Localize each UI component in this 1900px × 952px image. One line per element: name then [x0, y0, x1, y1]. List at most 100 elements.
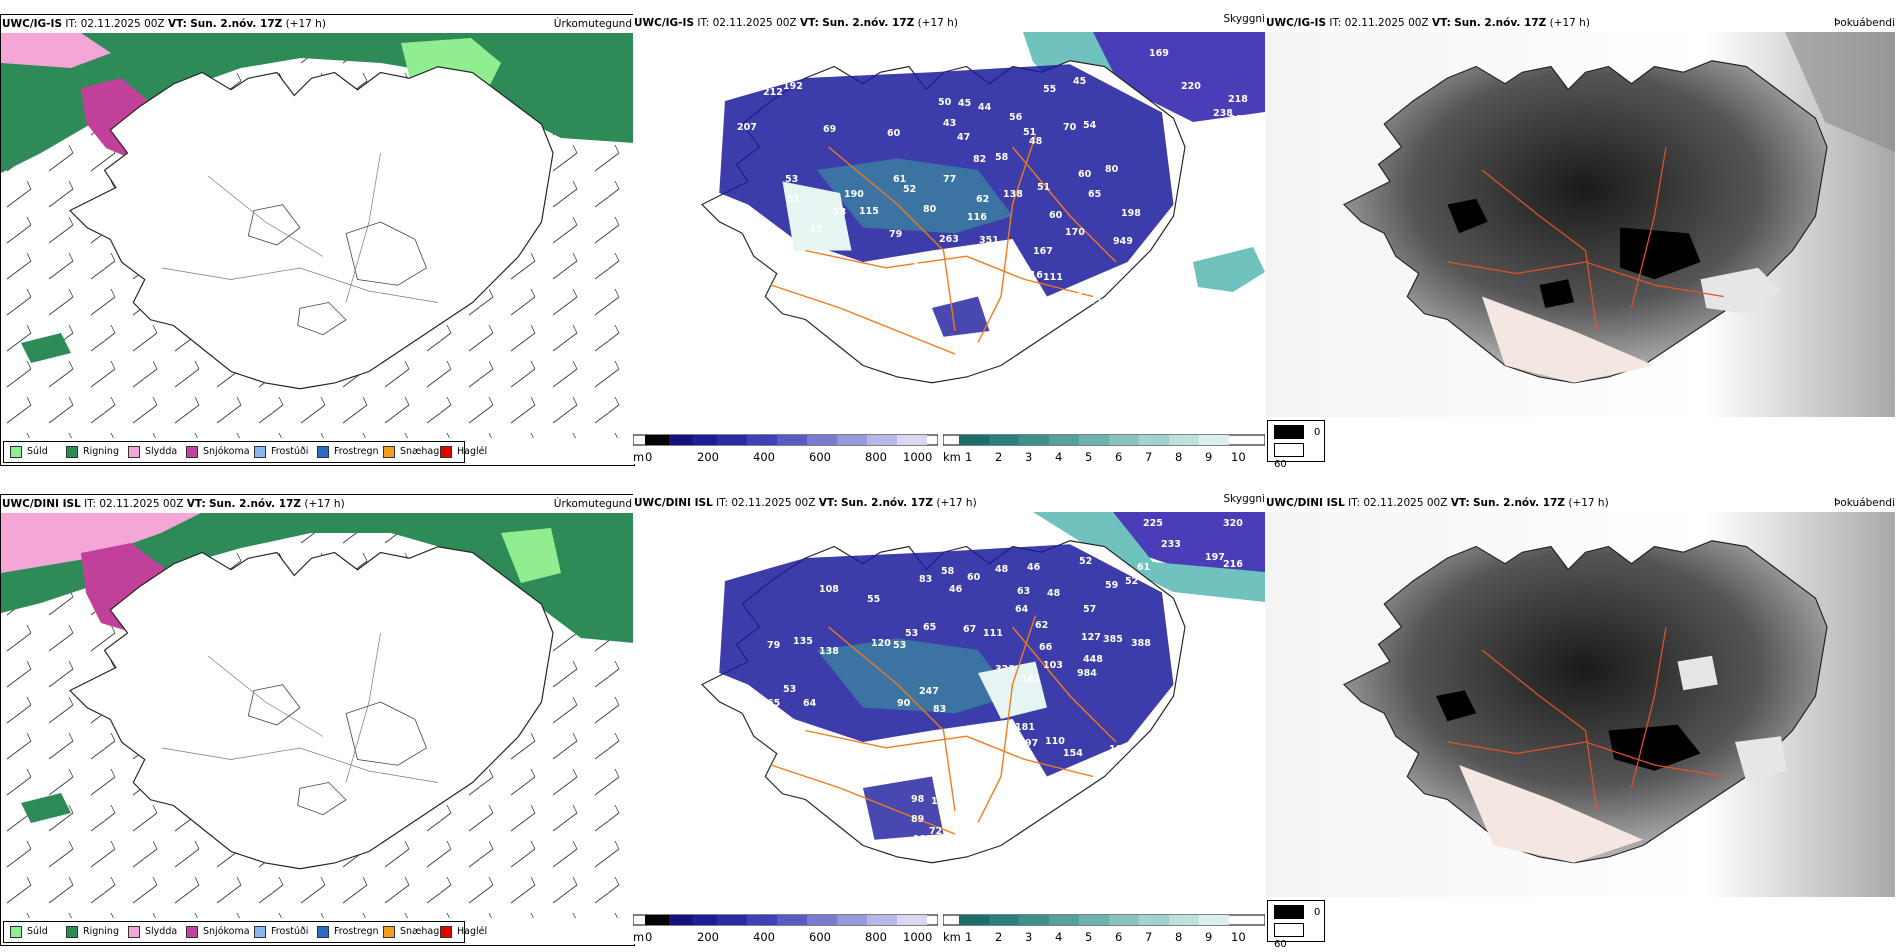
- panel-name: Skyggni: [1223, 493, 1266, 505]
- svg-text:61: 61: [1137, 562, 1150, 573]
- svg-text:111: 111: [1043, 272, 1063, 283]
- svg-text:63: 63: [759, 242, 772, 253]
- svg-text:98: 98: [911, 794, 925, 805]
- svg-text:64: 64: [803, 698, 817, 709]
- panel-title: UWC/IG-IS IT: 02.11.2025 00Z VT: Sun. 2.…: [2, 18, 326, 30]
- svg-text:70: 70: [1063, 122, 1077, 133]
- svg-text:89: 89: [911, 814, 924, 825]
- visibility-map: 169 220 218 238 283 212 207 192 69 50 45 44 55…: [633, 32, 1265, 432]
- svg-text:54: 54: [1083, 120, 1097, 131]
- svg-text:51: 51: [787, 194, 800, 205]
- elevation-scale: m 0 200 400 600 800 1000: [633, 914, 938, 944]
- svg-text:65: 65: [1088, 189, 1101, 200]
- svg-text:207: 207: [737, 122, 757, 133]
- legend-swatch: [66, 445, 78, 458]
- svg-text:63: 63: [1017, 586, 1030, 597]
- panel-title: UWC/DINI ISL IT: 02.11.2025 00Z VT: Sun.…: [1266, 497, 1609, 509]
- svg-text:198: 198: [1121, 208, 1141, 219]
- svg-text:50: 50: [938, 97, 952, 108]
- svg-text:53: 53: [893, 640, 906, 651]
- legend-swatch: [10, 925, 22, 938]
- svg-text:283: 283: [1229, 114, 1249, 125]
- svg-text:45: 45: [703, 244, 716, 255]
- svg-text:238: 238: [1213, 108, 1233, 119]
- svg-text:52: 52: [1125, 576, 1138, 587]
- visibility-scale: km 1 2 3 4 5 6 7 8 9 10: [943, 914, 1265, 944]
- svg-text:47: 47: [729, 242, 742, 253]
- svg-text:52: 52: [1079, 556, 1092, 567]
- svg-text:53: 53: [785, 174, 798, 185]
- svg-text:97: 97: [1025, 738, 1038, 749]
- svg-text:62: 62: [976, 194, 989, 205]
- svg-text:49: 49: [671, 704, 684, 715]
- svg-text:448: 448: [1083, 654, 1103, 665]
- svg-text:58: 58: [941, 566, 955, 577]
- panel-title: UWC/IG-IS IT: 02.11.2025 00Z VT: Sun. 2.…: [1266, 17, 1590, 29]
- svg-text:45: 45: [1073, 76, 1086, 87]
- svg-text:385: 385: [1103, 634, 1123, 645]
- svg-text:103: 103: [1043, 660, 1063, 671]
- legend-swatch: [128, 925, 140, 938]
- svg-text:67: 67: [963, 624, 976, 635]
- panel-name: Þokuábendi: [1834, 497, 1895, 509]
- svg-text:48: 48: [1047, 588, 1061, 599]
- svg-text:949: 949: [1113, 236, 1133, 247]
- elevation-colorbar: [633, 434, 938, 446]
- fog-map: [1265, 512, 1895, 897]
- svg-text:181: 181: [1015, 722, 1035, 733]
- svg-text:111: 111: [983, 628, 1003, 639]
- svg-text:48: 48: [1029, 136, 1043, 147]
- svg-text:55: 55: [867, 594, 880, 605]
- elevation-colorbar: [633, 914, 938, 926]
- svg-text:97: 97: [1077, 286, 1090, 297]
- svg-text:225: 225: [845, 752, 865, 763]
- svg-text:83: 83: [933, 704, 946, 715]
- precip-legend: Súld Rigning Slydda Snjókoma Frostúði Fr…: [3, 921, 487, 943]
- svg-text:64: 64: [1015, 604, 1029, 615]
- svg-text:59: 59: [1105, 580, 1118, 591]
- svg-text:320: 320: [1223, 518, 1243, 529]
- svg-text:80: 80: [1105, 164, 1119, 175]
- fog-panel-bottom: UWC/DINI ISL IT: 02.11.2025 00Z VT: Sun.…: [1265, 494, 1900, 950]
- fog-legend: 0 60: [1267, 420, 1325, 470]
- panel-title: UWC/IG-IS IT: 02.11.2025 00Z VT: Sun. 2.…: [634, 17, 958, 29]
- legend-swatch: [1274, 923, 1304, 937]
- svg-text:51: 51: [1023, 127, 1036, 138]
- panel-name: Skyggni: [1223, 13, 1266, 25]
- legend-swatch: [440, 925, 452, 938]
- svg-text:192: 192: [783, 81, 803, 92]
- legend-swatch: [10, 445, 22, 458]
- svg-text:60: 60: [887, 128, 901, 139]
- legend-swatch: [1274, 443, 1304, 457]
- svg-text:161: 161: [1021, 674, 1041, 685]
- legend-swatch: [1274, 905, 1304, 919]
- svg-text:52: 52: [903, 184, 916, 195]
- precip-type-panel-bottom: UWC/DINI ISL IT: 02.11.2025 00Z VT: Sun.…: [0, 494, 635, 946]
- svg-text:60: 60: [1049, 210, 1063, 221]
- svg-text:90: 90: [897, 698, 911, 709]
- svg-text:190: 190: [844, 189, 864, 200]
- svg-text:73: 73: [833, 207, 846, 218]
- svg-text:82: 82: [913, 262, 926, 273]
- svg-text:47: 47: [957, 132, 970, 143]
- precip-type-map: [1, 33, 634, 438]
- svg-text:115: 115: [859, 206, 879, 217]
- legend-swatch: [254, 445, 266, 458]
- svg-text:65: 65: [923, 622, 936, 633]
- svg-text:43: 43: [943, 118, 956, 129]
- svg-text:57: 57: [1083, 604, 1096, 615]
- svg-text:79: 79: [889, 229, 902, 240]
- svg-text:323: 323: [995, 664, 1015, 675]
- fog-legend: 0 60: [1267, 900, 1325, 950]
- legend-swatch: [317, 445, 329, 458]
- svg-text:108: 108: [819, 584, 839, 595]
- precip-type-panel-top: UWC/IG-IS IT: 02.11.2025 00Z VT: Sun. 2.…: [0, 14, 635, 466]
- svg-text:85: 85: [897, 256, 910, 267]
- svg-text:45: 45: [958, 98, 971, 109]
- svg-text:119: 119: [931, 796, 951, 807]
- svg-text:220: 220: [1181, 81, 1201, 92]
- panel-name: Úrkomutegund: [553, 18, 632, 30]
- svg-text:110: 110: [953, 354, 973, 365]
- svg-text:127: 127: [1081, 632, 1101, 643]
